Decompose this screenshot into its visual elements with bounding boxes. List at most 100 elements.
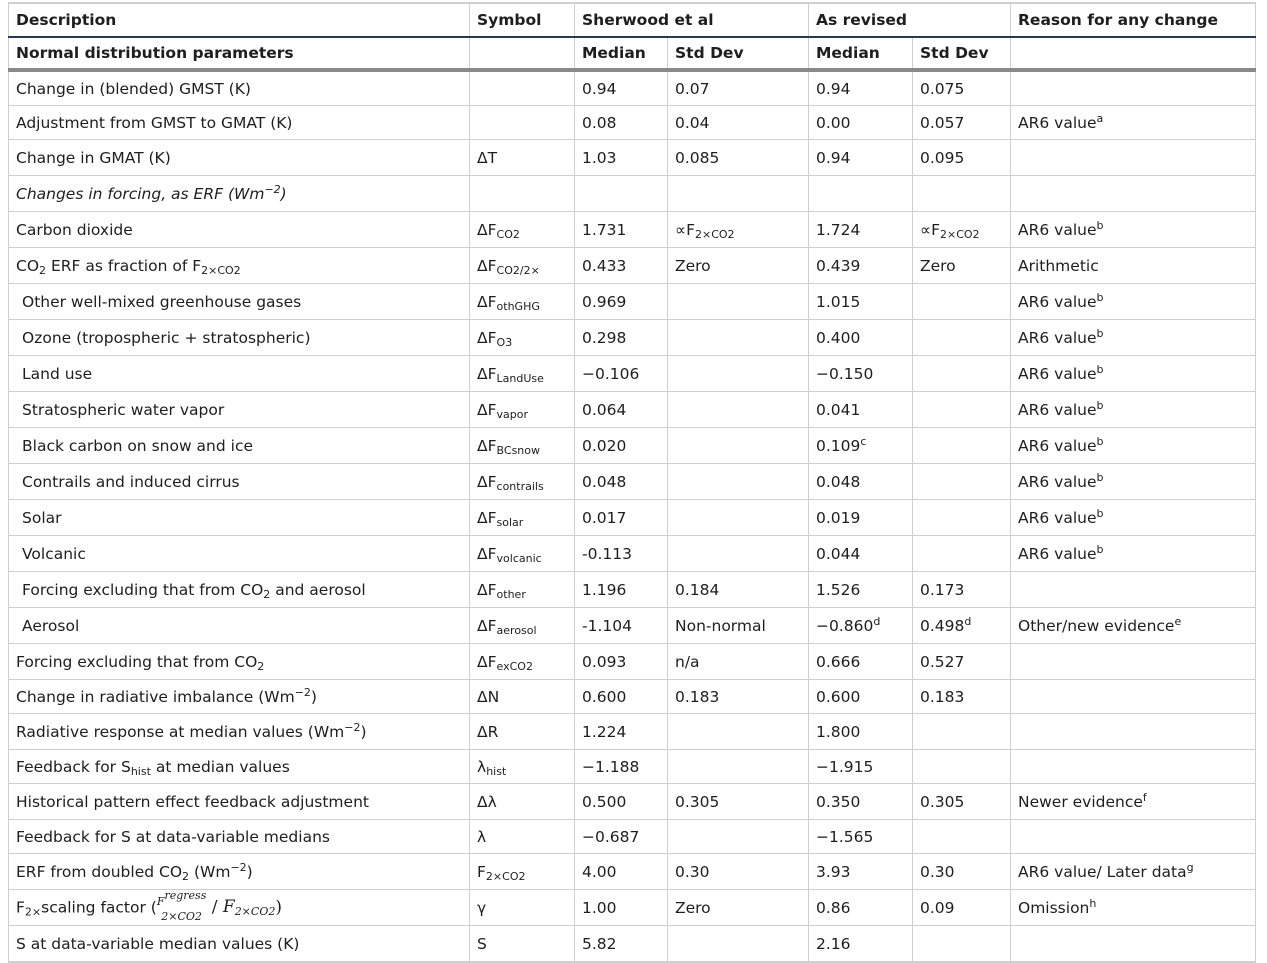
reason-text: Arithmetic [1018,256,1099,275]
cell-median-sherwood: 0.064 [574,391,668,428]
cell-std-sherwood [667,713,809,750]
cell-symbol: ΔFsolar [469,499,575,536]
cell-median-sherwood: 0.017 [574,499,668,536]
cell-std-sherwood-value: 0.184 [675,580,720,599]
cell-std-revised [912,283,1011,320]
cell-symbol [469,69,575,106]
cell-median-revised: 3.93 [808,853,913,890]
reason-footnote: a [1096,111,1104,125]
description-text: Volcanic [22,544,86,563]
symbol-text: ΔF [477,220,497,239]
cell-std-revised-superscript: d [964,614,972,628]
cell-median-revised-value: 0.666 [816,652,861,671]
cell-median-revised: 1.015 [808,283,913,320]
reason-footnote: b [1096,398,1104,412]
cell-std-revised-value: 0.498 [920,616,965,635]
symbol-text: S [477,934,487,953]
table-row: Stratospheric water vapor ΔFvapor 0.064 0.0… [8,391,1256,428]
subheader-empty-reason [1010,36,1256,72]
symbol-text: ΔF [477,652,497,671]
cell-std-revised-value: 0.095 [920,148,965,167]
cell-median-revised [808,175,913,212]
cell-median-sherwood: -1.104 [574,607,668,644]
description-subscript: 2× [24,905,42,918]
col-std-revised: Std Dev [912,36,1011,72]
cell-std-sherwood-value: 0.07 [675,79,710,98]
formula-numerator-sub: 2×CO2 [161,909,202,923]
symbol-subscript: othGHG [496,299,540,313]
cell-median-sherwood: 1.00 [574,889,668,926]
description-text: F [16,898,25,916]
formula-numerator-sup: regress [164,889,207,902]
symbol-subscript: vapor [496,407,529,421]
cell-median-revised-value: −0.860 [816,616,874,635]
cell-median-sherwood-value: 0.500 [582,792,627,811]
cell-median-revised: 0.600 [808,679,913,714]
cell-symbol: ΔFvapor [469,391,575,428]
reason-text: AR6 value [1018,113,1097,132]
cell-median-revised: 0.86 [808,889,913,926]
cell-reason: Omissionh [1010,889,1256,926]
table-row: Change in (blended) GMST (K) 0.94 0.07 0.94… [8,69,1256,106]
symbol-text: λ [477,757,487,776]
reason-footnote: b [1096,326,1104,340]
reason-text: Newer evidence [1018,792,1143,811]
cell-symbol: F2×CO2 [469,853,575,890]
cell-median-revised: 0.048 [808,463,913,500]
cell-std-sherwood: 0.04 [667,105,809,140]
reason-text: AR6 value/ Later data [1018,862,1187,881]
cell-std-sherwood: n/a [667,643,809,680]
cell-reason: AR6 valueb [1010,211,1256,248]
cell-std-sherwood [667,355,809,392]
cell-median-revised: 0.94 [808,69,913,106]
symbol-text: ΔF [477,436,497,455]
description-text: Historical pattern effect feedback adjus… [16,792,369,811]
cell-std-revised [912,319,1011,356]
cell-std-sherwood: 0.305 [667,783,809,820]
cell-std-sherwood-value: 0.30 [675,862,710,881]
cell-std-revised-value: ∝F [920,220,940,239]
cell-symbol: λ [469,819,575,854]
col-symbol-header: Symbol [469,2,575,38]
cell-description: Radiative response at median values (Wm−… [8,713,470,750]
cell-median-revised-value: −1.565 [816,827,874,846]
cell-std-sherwood [667,535,809,572]
cell-median-revised: 0.041 [808,391,913,428]
cell-median-revised-superscript: c [860,434,867,448]
symbol-subscript: BCsnow [496,443,540,457]
description-text: Feedback for S [16,757,131,776]
cell-description: S at data-variable median values (K) [8,925,470,963]
description-text: Change in GMAT (K) [16,148,171,167]
description-superscript: −2 [294,685,311,699]
cell-std-revised-value: 0.173 [920,580,965,599]
cell-symbol: ΔFBCsnow [469,427,575,464]
cell-std-sherwood-value: Zero [675,256,711,275]
cell-reason [1010,925,1256,963]
cell-median-revised-value: 0.600 [816,687,861,706]
cell-symbol: S [469,925,575,963]
cell-std-sherwood-value: 0.305 [675,792,720,811]
cell-median-sherwood-value: 0.298 [582,328,627,347]
cell-median-sherwood-value: 0.020 [582,436,627,455]
description-text: Other well-mixed greenhouse gases [22,292,302,311]
symbol-text: ΔF [477,292,497,311]
cell-median-revised: −0.150 [808,355,913,392]
cell-median-sherwood: −0.106 [574,355,668,392]
formula-denominator: 2×CO2 [157,908,207,923]
cell-std-sherwood: Zero [667,247,809,284]
cell-median-sherwood: 1.03 [574,139,668,176]
cell-median-revised: 0.439 [808,247,913,284]
symbol-text: ΔR [477,722,499,741]
table-row: ERF from doubled CO2 (Wm−2) F2×CO2 4.00 0.3… [8,853,1256,890]
cell-symbol: ΔR [469,713,575,750]
cell-reason: AR6 valueb [1010,355,1256,392]
cell-median-revised-value: 0.350 [816,792,861,811]
description-text: Change in (blended) GMST (K) [16,79,251,98]
cell-reason: Newer evidencef [1010,783,1256,820]
cell-std-revised: 0.095 [912,139,1011,176]
cell-std-sherwood [667,819,809,854]
cell-median-sherwood: 0.969 [574,283,668,320]
cell-reason: AR6 valuea [1010,105,1256,140]
cell-median-revised-value: −0.150 [816,364,874,383]
cell-std-revised: 0.09 [912,889,1011,926]
